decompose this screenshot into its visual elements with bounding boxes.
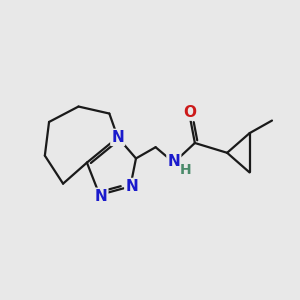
Text: N: N [111,130,124,145]
Text: N: N [94,189,107,204]
Text: H: H [180,163,191,177]
Text: N: N [167,154,180,169]
Text: N: N [125,179,138,194]
Text: O: O [183,105,196,120]
